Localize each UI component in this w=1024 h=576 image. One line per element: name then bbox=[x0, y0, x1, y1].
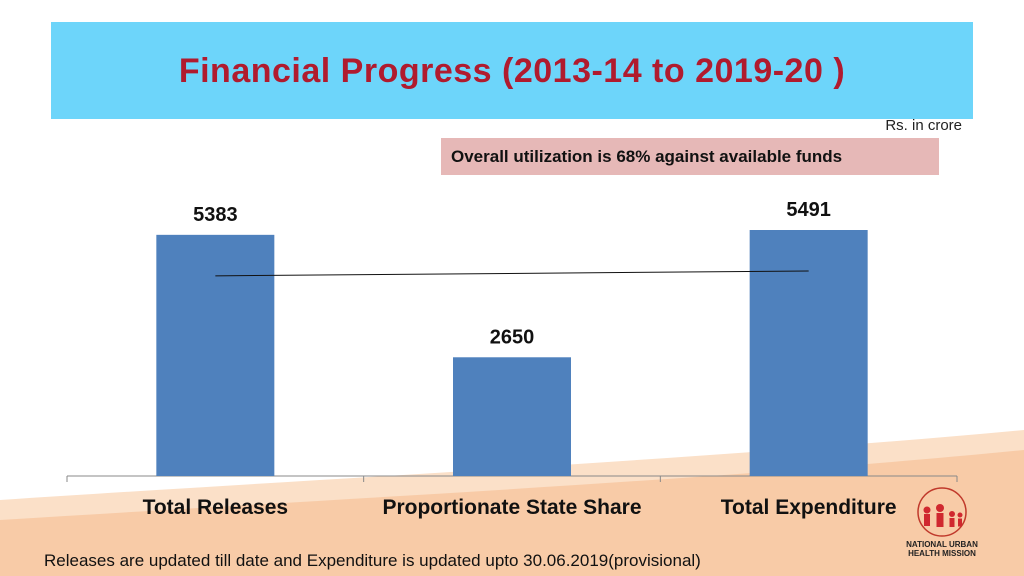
utilization-text: Overall utilization is 68% against avail… bbox=[451, 146, 843, 166]
footer-note: Releases are updated till date and Expen… bbox=[44, 551, 701, 570]
nhm-logo: NATIONAL URBAN HEALTH MISSION bbox=[892, 484, 992, 558]
category-label: Total Expenditure bbox=[720, 496, 897, 519]
category-label: Proportionate State Share bbox=[382, 496, 642, 519]
title-banner: Financial Progress (2013-14 to 2019-20 ) bbox=[51, 22, 973, 119]
bar-total-expenditure bbox=[749, 230, 868, 476]
unit-note: Rs. in crore bbox=[885, 117, 962, 134]
utilization-callout: Overall utilization is 68% against avail… bbox=[441, 138, 939, 175]
data-label: 2650 bbox=[490, 326, 535, 348]
bar-proportionate-state-share bbox=[453, 357, 571, 476]
page-title: Financial Progress (2013-14 to 2019-20 ) bbox=[178, 52, 846, 90]
bar-total-releases bbox=[156, 234, 275, 476]
data-label: 5491 bbox=[786, 199, 831, 221]
category-label: Total Releases bbox=[142, 496, 289, 519]
logo-line-1: NATIONAL URBAN bbox=[906, 540, 978, 549]
trend-line bbox=[215, 270, 809, 277]
logo-line-2: HEALTH MISSION bbox=[908, 549, 976, 558]
nhm-emblem bbox=[917, 487, 967, 537]
data-label: 5383 bbox=[193, 204, 238, 226]
